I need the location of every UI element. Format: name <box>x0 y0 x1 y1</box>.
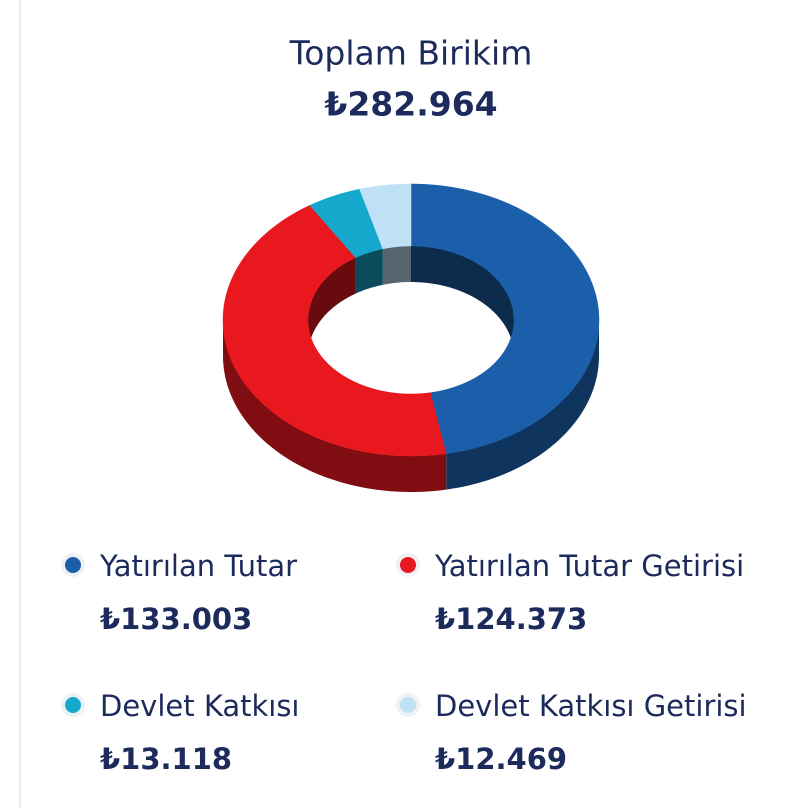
slice-inner-wall <box>411 246 514 356</box>
legend-dot <box>400 697 416 713</box>
legend-label: Yatırılan Tutar Getirisi <box>434 549 744 583</box>
legend-value: ₺124.373 <box>435 602 587 636</box>
slice-side <box>223 320 447 492</box>
legend-label: Devlet Katkısı <box>100 689 300 723</box>
legend-label: Yatırılan Tutar <box>99 549 297 583</box>
chart-title: Toplam Birikim <box>289 34 533 73</box>
slice-inner-wall <box>308 257 356 356</box>
legend-value: ₺13.118 <box>100 742 232 776</box>
slice-inner-wall <box>382 246 411 285</box>
total-value: ₺282.964 <box>324 85 497 124</box>
legend-dot <box>400 557 416 573</box>
slice-side <box>446 320 599 490</box>
legend: Yatırılan Tutar ₺133.003 Yatırılan Tutar G… <box>61 549 747 776</box>
slice-inner-wall <box>355 248 383 294</box>
legend-value: ₺133.003 <box>100 602 252 636</box>
legend-label: Devlet Katkısı Getirisi <box>435 689 747 723</box>
legend-dot <box>65 557 81 573</box>
legend-dot <box>65 697 81 713</box>
slice <box>359 183 412 250</box>
donut <box>222 183 600 492</box>
legend-value: ₺12.469 <box>435 742 567 776</box>
